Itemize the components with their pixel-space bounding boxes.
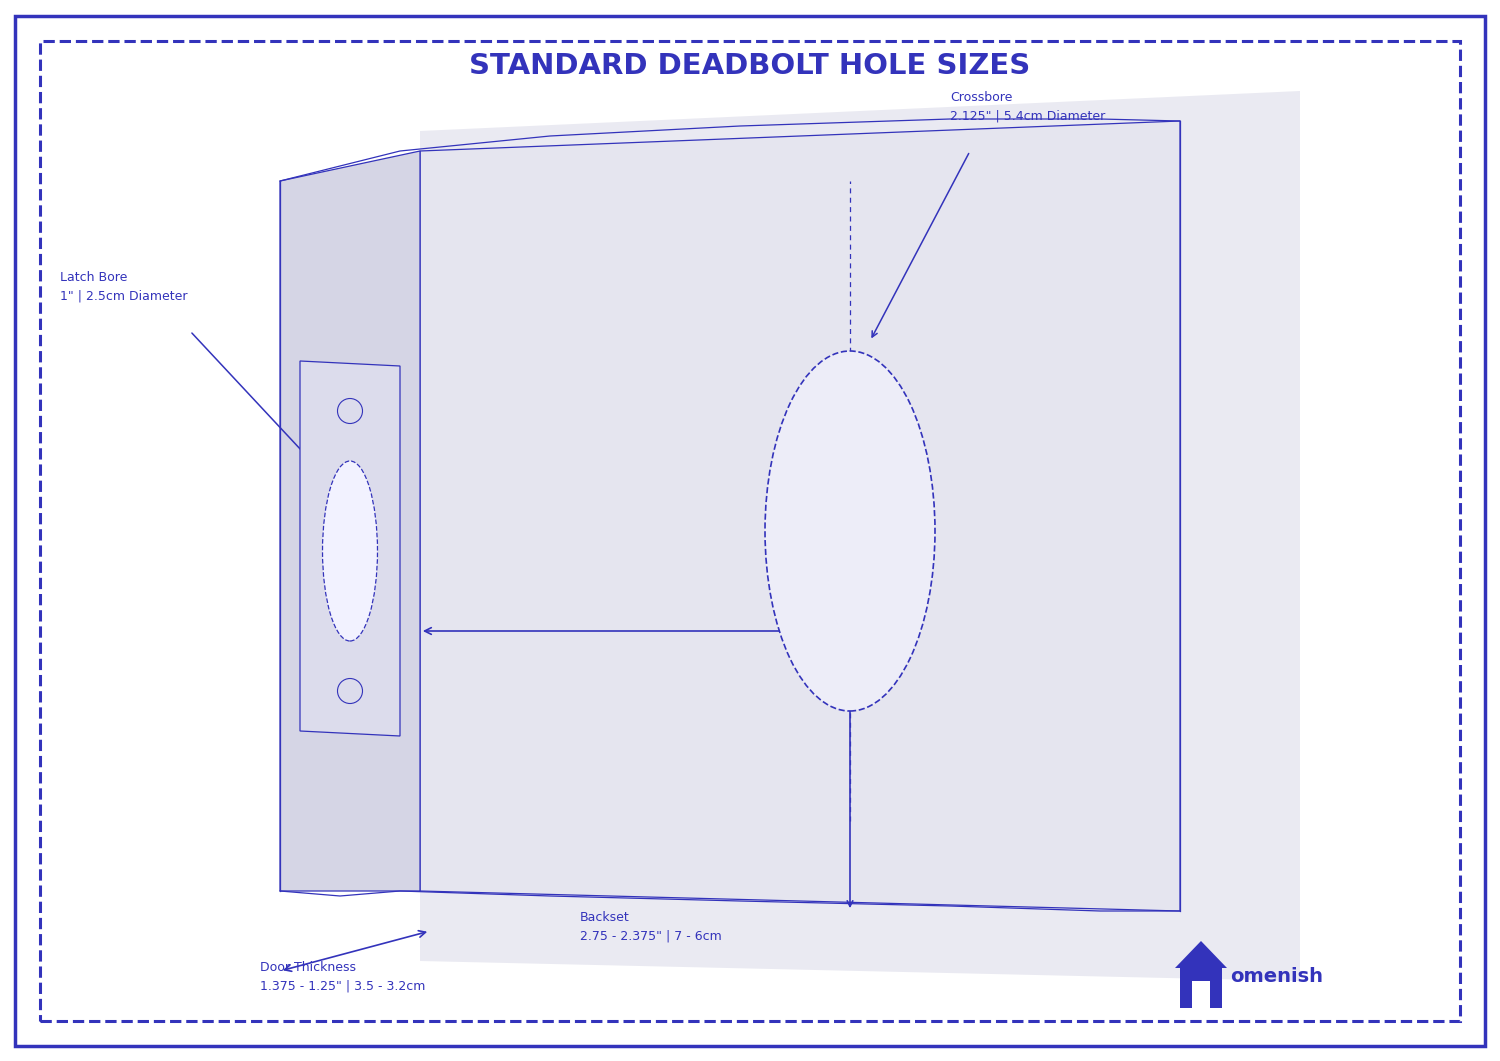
Polygon shape	[420, 91, 1300, 981]
Text: Latch Bore
1" | 2.5cm Diameter: Latch Bore 1" | 2.5cm Diameter	[60, 271, 188, 303]
Text: Door Thickness
1.375 - 1.25" | 3.5 - 3.2cm: Door Thickness 1.375 - 1.25" | 3.5 - 3.2…	[260, 961, 426, 993]
Text: Crossbore
2.125" | 5.4cm Diameter: Crossbore 2.125" | 5.4cm Diameter	[950, 91, 1106, 123]
Polygon shape	[420, 121, 1180, 911]
Polygon shape	[280, 151, 420, 891]
Text: Backset
2.75 - 2.375" | 7 - 6cm: Backset 2.75 - 2.375" | 7 - 6cm	[580, 911, 722, 943]
Text: omenish: omenish	[1230, 967, 1323, 986]
Polygon shape	[1174, 941, 1227, 968]
Text: STANDARD DEADBOLT HOLE SIZES: STANDARD DEADBOLT HOLE SIZES	[470, 52, 1030, 80]
Polygon shape	[300, 361, 400, 736]
Ellipse shape	[322, 460, 378, 641]
Ellipse shape	[765, 351, 934, 711]
Bar	[1192, 981, 1210, 1008]
Bar	[1180, 968, 1222, 1008]
